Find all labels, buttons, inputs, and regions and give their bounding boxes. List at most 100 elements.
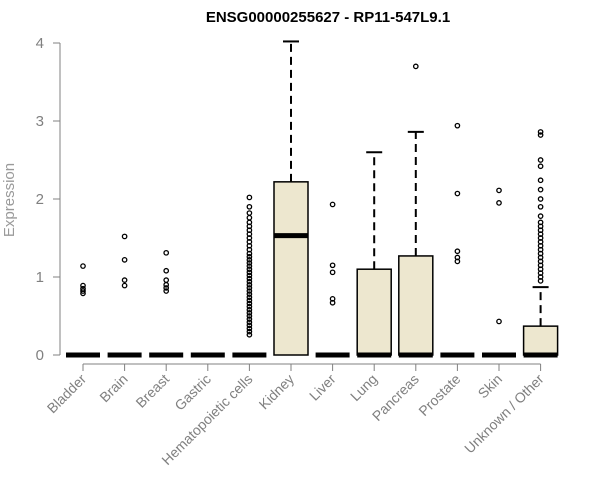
x-tick-label: Brain [96, 371, 130, 405]
outlier-point [246, 310, 253, 316]
box-group [398, 63, 434, 358]
outlier-point [537, 203, 544, 210]
outlier-point [163, 249, 170, 256]
chart-title: ENSG00000255627 - RP11-547L9.1 [206, 9, 450, 26]
outlier-point [496, 318, 502, 325]
outlier-point [496, 200, 502, 206]
outlier-point [537, 213, 544, 220]
outlier-point [454, 258, 461, 265]
outlier-point [246, 313, 253, 319]
outlier-point [246, 291, 253, 298]
box-iqr [273, 181, 309, 356]
outlier-point [163, 267, 170, 274]
x-tick-label: Lung [347, 371, 380, 404]
box-group [315, 201, 350, 358]
y-tick-label: 0 [36, 347, 44, 364]
outlier-point [537, 278, 544, 284]
y-tick-label: 1 [36, 269, 44, 286]
box-group [232, 194, 267, 358]
outlier-point [329, 201, 336, 208]
outlier-point [163, 277, 170, 283]
outlier-point [246, 214, 253, 221]
boxes [66, 40, 559, 358]
outlier-point [496, 187, 502, 194]
outlier-point [246, 281, 253, 288]
outlier-point [329, 269, 336, 276]
outlier-point [246, 325, 253, 332]
outlier-point [246, 328, 253, 335]
outlier-point [246, 319, 253, 326]
outlier-point [246, 253, 253, 260]
outlier-point [80, 288, 86, 294]
outlier-point [163, 285, 170, 291]
outlier-point [246, 256, 253, 263]
outlier-point [246, 297, 253, 304]
box-group [356, 151, 392, 358]
outlier-point [246, 316, 253, 322]
outlier-point [246, 250, 253, 257]
outlier-point [454, 190, 461, 197]
outlier-point [246, 263, 253, 269]
outlier-point [246, 266, 253, 273]
y-axis-label: Expression [1, 163, 18, 237]
x-tick-label: Skin [475, 371, 506, 402]
outlier-point [537, 177, 544, 184]
outlier-point [246, 260, 253, 266]
outlier-point [246, 288, 253, 294]
outlier-point [537, 163, 544, 170]
outlier-point [537, 196, 544, 202]
box-group [482, 187, 516, 358]
outlier-point [246, 306, 253, 313]
outlier-point [537, 186, 544, 193]
x-tick-label: Breast [132, 371, 172, 411]
outlier-point [246, 203, 253, 210]
x-tick-label: Kidney [256, 371, 298, 413]
outlier-point [246, 194, 253, 201]
outlier-point [80, 263, 86, 269]
axes: 0 1 2 3 4 [36, 35, 542, 371]
outlier-point [121, 233, 128, 240]
x-tick-label: Liver [306, 371, 339, 404]
y-tick-label: 3 [36, 113, 44, 130]
x-tick-label: Bladder [44, 371, 90, 417]
box-group [66, 263, 100, 358]
box-iqr [522, 325, 559, 356]
outlier-point [246, 285, 253, 291]
outlier-point [537, 157, 544, 163]
outlier-point [163, 288, 170, 294]
outlier-point [454, 248, 461, 255]
outlier-point [80, 282, 86, 289]
outlier-point [246, 210, 253, 216]
outlier-point [80, 290, 86, 297]
outlier-point [163, 281, 170, 288]
y-tick-label: 4 [36, 35, 44, 52]
outlier-point [121, 256, 128, 263]
outlier-point [121, 282, 128, 289]
outlier-point [246, 272, 253, 279]
outlier-point [412, 63, 419, 70]
outlier-point [329, 299, 336, 306]
x-tick-label: Prostate [415, 371, 463, 419]
outlier-point [246, 278, 253, 285]
outlier-point [246, 300, 253, 307]
outlier-point [246, 269, 253, 276]
box-group [149, 249, 184, 358]
box-group [440, 122, 475, 358]
outlier-point [537, 129, 544, 135]
outlier-point [121, 277, 128, 283]
box-iqr [356, 268, 392, 356]
outlier-point [246, 294, 253, 301]
box-group [107, 233, 142, 358]
outlier-point [329, 262, 336, 269]
box-iqr [398, 255, 434, 356]
box-group [273, 40, 309, 356]
outlier-point [246, 331, 253, 338]
x-tick-label: Unknown / Other [461, 371, 547, 457]
outlier-point [454, 122, 461, 129]
box-group [522, 129, 559, 358]
outlier-point [537, 132, 544, 138]
y-tick-label: 2 [36, 191, 44, 208]
